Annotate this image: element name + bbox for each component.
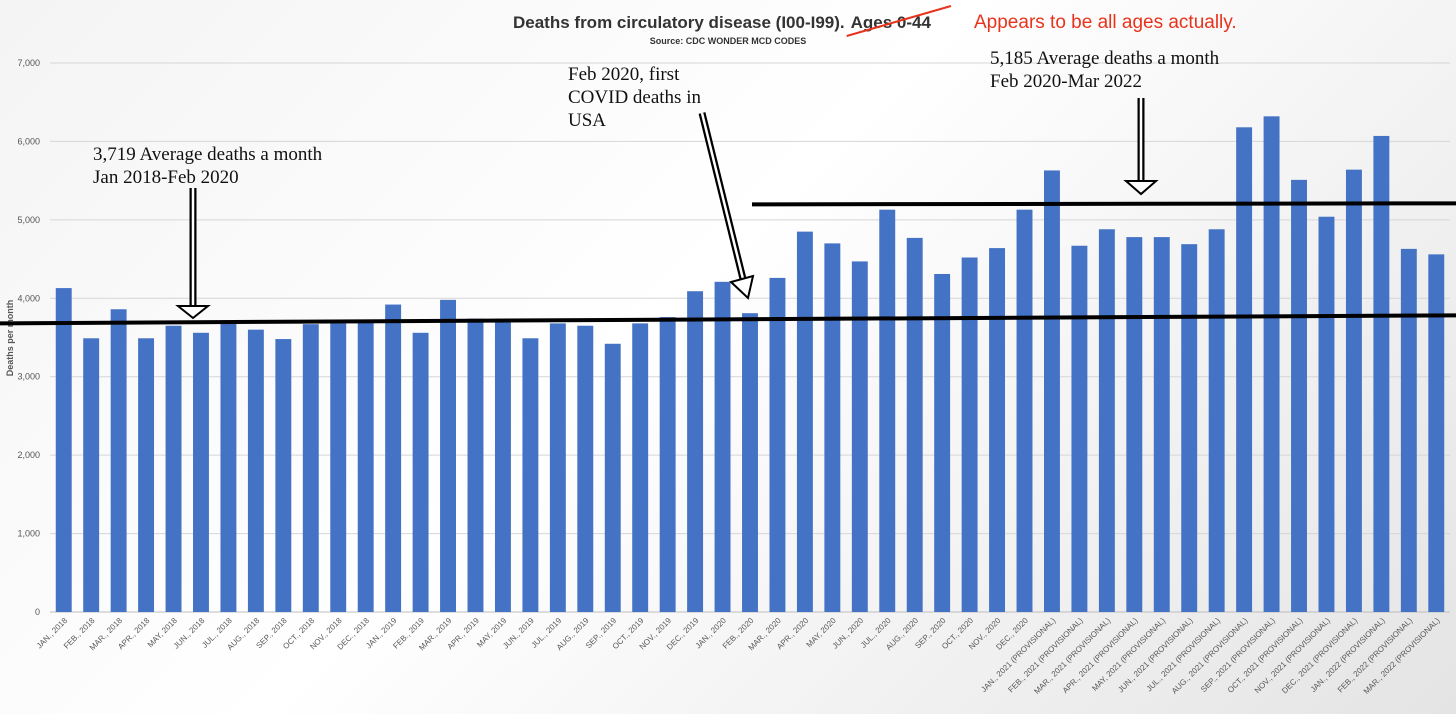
bar — [604, 343, 621, 612]
bar — [330, 323, 347, 612]
bar — [879, 209, 896, 612]
annotation-covid-line1: 5,185 Average deaths a month — [990, 48, 1220, 69]
bar — [714, 281, 731, 612]
y-tick-label: 5,000 — [17, 215, 40, 225]
arrow-feb2020 — [698, 112, 755, 300]
bar — [742, 313, 758, 612]
y-tick-label: 4,000 — [17, 293, 40, 303]
bar — [1400, 248, 1417, 612]
correction-note: Appears to be all ages actually. — [974, 12, 1237, 33]
bar — [769, 277, 786, 612]
bar — [1126, 237, 1143, 612]
chart-subtitle: Source: CDC WONDER MCD CODES — [650, 36, 807, 46]
bar — [934, 273, 951, 612]
chart-title: Deaths from circulatory disease (I00-I99… — [513, 13, 845, 32]
bar — [906, 237, 923, 612]
bar — [824, 243, 841, 612]
bar — [1181, 244, 1198, 613]
bar — [83, 338, 100, 612]
bar — [1208, 229, 1225, 613]
bar — [796, 231, 813, 612]
bar — [275, 339, 292, 612]
bar — [1345, 169, 1362, 613]
bar — [1044, 170, 1060, 612]
y-tick-label: 1,000 — [17, 529, 40, 539]
bar — [961, 257, 978, 612]
average-line-covid — [751, 201, 1456, 207]
bar — [467, 318, 484, 612]
bar — [1016, 209, 1033, 612]
bar — [138, 338, 155, 612]
annotation-feb2020-line1: Feb 2020, first — [568, 64, 680, 85]
bar — [549, 323, 566, 612]
bar — [55, 288, 72, 612]
bar — [1071, 245, 1088, 612]
bar — [1373, 135, 1390, 612]
bar — [1236, 127, 1253, 612]
bar — [193, 332, 209, 612]
bar — [1098, 229, 1115, 613]
bar — [385, 304, 402, 612]
bar — [110, 309, 127, 612]
bar — [494, 318, 511, 612]
bar — [659, 317, 676, 612]
bar — [440, 299, 456, 612]
bar — [165, 325, 182, 612]
bar — [522, 338, 539, 612]
y-tick-label: 6,000 — [17, 136, 40, 146]
annotation-pre-covid-line1: 3,719 Average deaths a month — [93, 144, 323, 165]
bar — [577, 325, 594, 612]
y-axis-label: Deaths per month — [5, 300, 15, 377]
annotation-feb2020-line2: COVID deaths in — [568, 87, 701, 108]
bar — [357, 321, 374, 612]
bar — [302, 324, 319, 612]
bar — [1153, 237, 1170, 612]
y-tick-label: 7,000 — [17, 58, 40, 68]
bar — [989, 248, 1006, 612]
bar — [412, 332, 429, 612]
bar — [1428, 254, 1445, 612]
arrow-pre-covid — [175, 188, 211, 320]
annotation-feb2020-line3: USA — [568, 110, 606, 131]
y-tick-labels: 0 1,000 2,000 3,000 4,000 5,000 6,000 7,000 — [17, 58, 40, 617]
bar — [1291, 179, 1307, 612]
bars — [55, 116, 1445, 613]
y-tick-label: 2,000 — [17, 450, 40, 460]
annotation-pre-covid-line2: Jan 2018-Feb 2020 — [93, 167, 239, 188]
strike-through-mark — [846, 5, 952, 37]
arrow-covid — [1123, 98, 1159, 196]
bar — [1318, 216, 1335, 612]
y-tick-label: 0 — [35, 607, 40, 617]
y-tick-label: 3,000 — [17, 372, 40, 382]
bar — [1263, 116, 1280, 613]
bar — [851, 261, 868, 612]
bar — [220, 323, 237, 612]
bar — [247, 329, 264, 612]
bar — [687, 291, 704, 612]
annotation-covid-line2: Feb 2020-Mar 2022 — [990, 71, 1142, 92]
average-line-pre-covid — [0, 313, 1456, 326]
bar — [632, 323, 649, 612]
